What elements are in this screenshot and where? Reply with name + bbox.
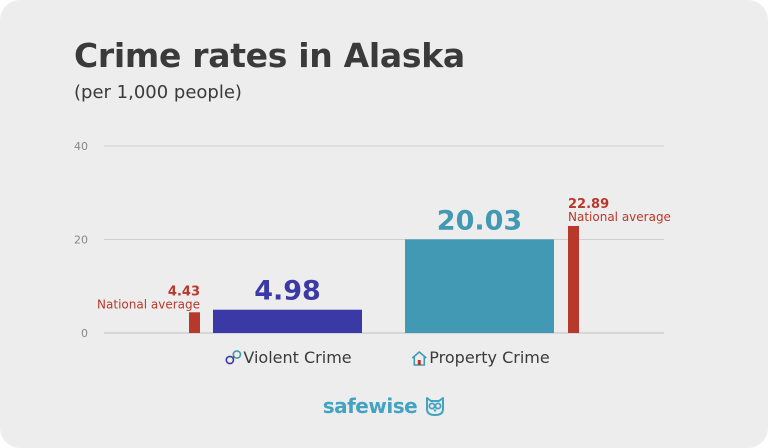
- y-tick-label-20: 20: [74, 234, 88, 247]
- handcuffs-icon: [225, 350, 242, 365]
- bar-property-crime: [405, 239, 554, 333]
- category-label-property-crime: Property Crime: [429, 348, 549, 367]
- y-tick-label-40: 40: [74, 140, 88, 153]
- chart-title: Crime rates in Alaska: [74, 36, 465, 75]
- chart-subtitle: (per 1,000 people): [74, 82, 242, 103]
- bar-violent-crime: [213, 309, 362, 333]
- brand-footer: safewise: [0, 394, 768, 418]
- national-text-property-crime: National average: [568, 210, 671, 224]
- brand-logo-part1: safe: [322, 394, 369, 418]
- y-tick-label-0: 0: [81, 327, 88, 340]
- national-text-violent-crime: National average: [97, 297, 200, 311]
- brand-logo: safewise: [322, 394, 418, 418]
- owl-icon: [426, 397, 445, 416]
- category-label-violent-crime: Violent Crime: [243, 348, 351, 367]
- value-label-property-crime: 20.03: [437, 205, 522, 236]
- national-bar-violent-crime: [189, 312, 200, 333]
- national-value-property-crime: 22.89: [568, 197, 609, 212]
- value-label-violent-crime: 4.98: [254, 276, 321, 307]
- national-bar-property-crime: [568, 225, 579, 333]
- brand-logo-part2: wise: [368, 394, 418, 418]
- house-icon: [411, 351, 427, 366]
- national-value-violent-crime: 4.43: [168, 284, 200, 299]
